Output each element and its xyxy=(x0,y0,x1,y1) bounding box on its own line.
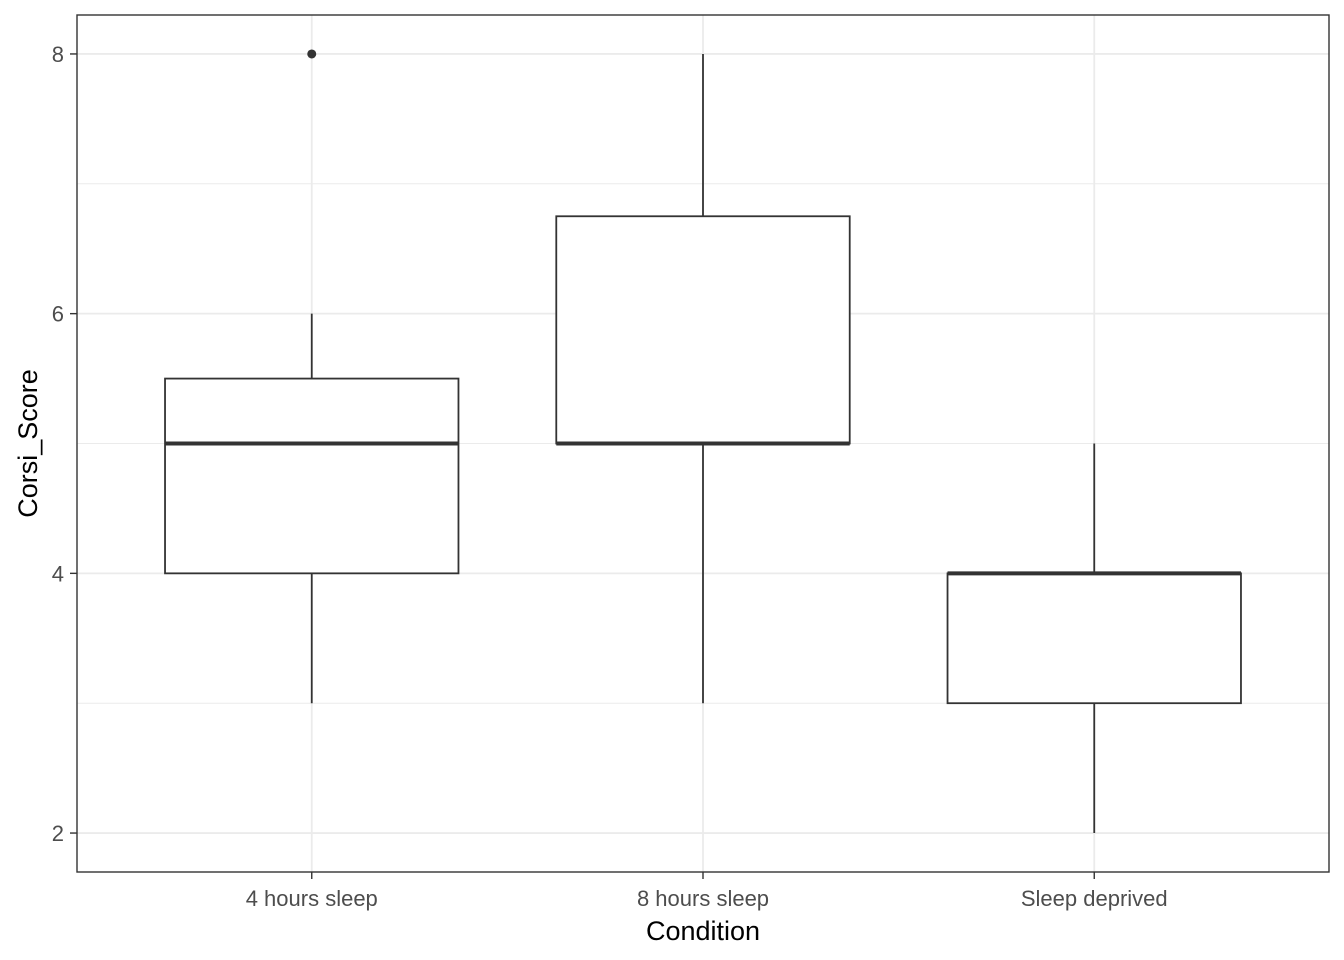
box-sleep-deprived xyxy=(946,443,1242,834)
box-series xyxy=(164,49,1242,834)
y-tick-label: 2 xyxy=(52,821,64,846)
x-axis-title: Condition xyxy=(646,916,760,946)
y-axis-title: Corsi_Score xyxy=(13,369,43,518)
y-tick-label: 6 xyxy=(52,302,64,327)
box-iqr xyxy=(555,215,851,445)
box-iqr xyxy=(946,572,1242,705)
y-tick-label: 8 xyxy=(52,42,64,67)
box-8-hours-sleep xyxy=(555,53,851,704)
x-tick-label: 4 hours sleep xyxy=(246,886,378,911)
box-iqr xyxy=(164,377,460,575)
x-tick-label: Sleep deprived xyxy=(1021,886,1168,911)
y-tick-label: 4 xyxy=(52,561,64,586)
y-axis: 2 4 6 8 xyxy=(52,42,77,846)
x-tick-label: 8 hours sleep xyxy=(637,886,769,911)
outlier-point xyxy=(307,49,317,59)
box-4-hours-sleep xyxy=(164,49,460,704)
x-axis: 4 hours sleep 8 hours sleep Sleep deprived xyxy=(246,872,1168,911)
